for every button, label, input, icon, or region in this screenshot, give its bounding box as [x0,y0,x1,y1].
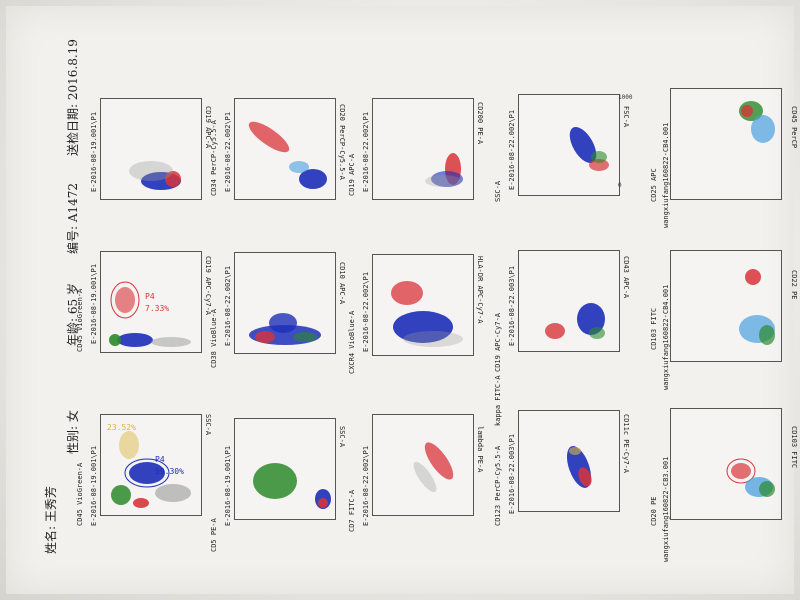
gate-percent: 23.52% [107,423,136,432]
scatter-plot [413,442,454,493]
scatter-plot [566,446,592,488]
panel-title: E-2016-08-19.001\P1 [90,111,98,192]
plot-panel-7 [372,414,474,516]
x-axis-label: CD45 PerCP [790,106,798,149]
scatter-plot [129,161,181,190]
x-axis-label: HLA-DR APC-Cy7-A [476,256,484,324]
plot-panel-12 [518,94,620,196]
submit-date: 送检日期: 2016.8.19 [66,39,80,156]
y-axis-label: CD20 PE [650,496,658,526]
gate-label: P4 [145,292,155,301]
scatter-plot [248,121,327,189]
plot-panel-4 [234,418,336,520]
panel-title: E-2016-08-22.002\P1 [224,265,232,346]
y-axis-label: CD5 PE-A [210,518,218,552]
plot-panel-16 [670,88,782,200]
scatter-plot [739,101,775,143]
plot-panel-10 [518,410,620,512]
report-sheet: 姓名: 王秀芳 性别: 女 年龄: 65 岁 编号: A1472 送检日期: 2… [6,6,798,594]
plot-panel-11 [518,250,620,352]
panel-title: E-2016-08-22.002\P1 [362,111,370,192]
panel-title: E-2016-08-19.001\P1 [90,445,98,526]
patient-sex: 性别: 女 [66,410,80,454]
plot-panel-8 [372,254,474,356]
panel-title: E-2016-08-22.002\P1 [362,271,370,352]
y-axis-label: CD45 VioGreen-A [76,462,84,526]
x-axis-label: lambda PE-A [476,426,484,473]
plot-panel-3 [100,98,202,200]
y-axis-label: CD45 VioGreen-A [76,288,84,352]
y-axis-label: CD38 VioBlue-A [210,308,218,368]
x-axis-label: CD200 PE-A [476,102,484,145]
y-axis-label: SSC-A [494,180,502,202]
panel-title: E-2016-08-19.001\P1 [224,445,232,526]
x-axis-label: CD22 PE [790,270,798,300]
x-axis-label: CD10 APC-A [338,262,346,305]
x-axis-label: CD20 PerCP-Cy5.5-A [338,104,346,180]
y-axis-label: CD103 FITC [650,307,658,350]
plot-panel-2: P4 7.33% [100,251,202,353]
x-axis-label: CD43 APC-A [622,256,630,299]
panel-title: wangxiufang160822-CB4.001 [662,122,670,228]
tick-label: 0 [618,182,622,189]
plot-panel-6 [234,98,336,200]
scatter-plot [249,313,321,345]
y-axis-label: CD19 APC-Cy7-A [494,312,502,372]
panel-title: E-2016-08-22.002\P1 [508,109,516,190]
scatter-plot [739,269,775,345]
scatter-plot [545,303,605,339]
scatter-plot [391,281,463,347]
y-axis-label: CD19 APC-A [348,153,356,196]
x-axis-label: CD19 APC-Cy7-A [204,256,212,316]
panel-title: E-2016-08-22.003\P1 [508,433,516,514]
scatter-plot [726,458,775,497]
y-axis-label: CD7 FITC-A [348,489,356,532]
gate-percent: 59.30% [155,467,184,476]
plot-panel-14 [670,408,782,520]
tick-label: 1000 [618,94,633,101]
panel-title: E-2016-08-22.002\P1 [362,445,370,526]
plot-panel-15 [670,250,782,362]
x-axis-label: SSC-A [338,426,346,448]
scatter-plot [111,431,191,508]
scatter-plot [109,281,191,347]
y-axis-label: CXCR4 VioBlue-A [348,310,356,374]
x-axis-label: SSC-A [204,414,212,436]
plot-panel-5 [234,252,336,354]
sample-number: 编号: A1472 [66,182,80,254]
y-axis-label: CD25 APC [650,168,658,202]
x-axis-label: CD103 FITC [790,426,798,469]
gate-label: P4 [155,455,165,464]
plot-panel-1: P4 59.30% 23.52% [100,414,202,516]
scatter-plot [253,463,331,509]
panel-title: wangxiufang160822-CB4.001 [662,284,670,390]
panel-title: wangxiufang160822-CB3.001 [662,456,670,562]
scatter-plot [425,153,463,187]
panel-title: E-2016-08-19.001\P1 [90,263,98,344]
plot-panel-9 [372,98,474,200]
panel-title: E-2016-08-22.002\P1 [224,111,232,192]
y-axis-label: CD34 PerCP-Cy5.5-A [210,120,218,196]
panel-title: E-2016-08-22.003\P1 [508,265,516,346]
x-axis-label: kappa FITC-A [494,375,502,426]
scatter-plot [569,126,609,171]
patient-name: 姓名: 王秀芳 [44,486,58,554]
axis-label: CD11c PE-Cy7-A [622,414,630,474]
x-axis-label: FSC-A [622,106,630,128]
y-axis-label: CD123 PerCP-Cy5.5-A [494,445,502,526]
gate-percent: 7.33% [145,304,170,313]
